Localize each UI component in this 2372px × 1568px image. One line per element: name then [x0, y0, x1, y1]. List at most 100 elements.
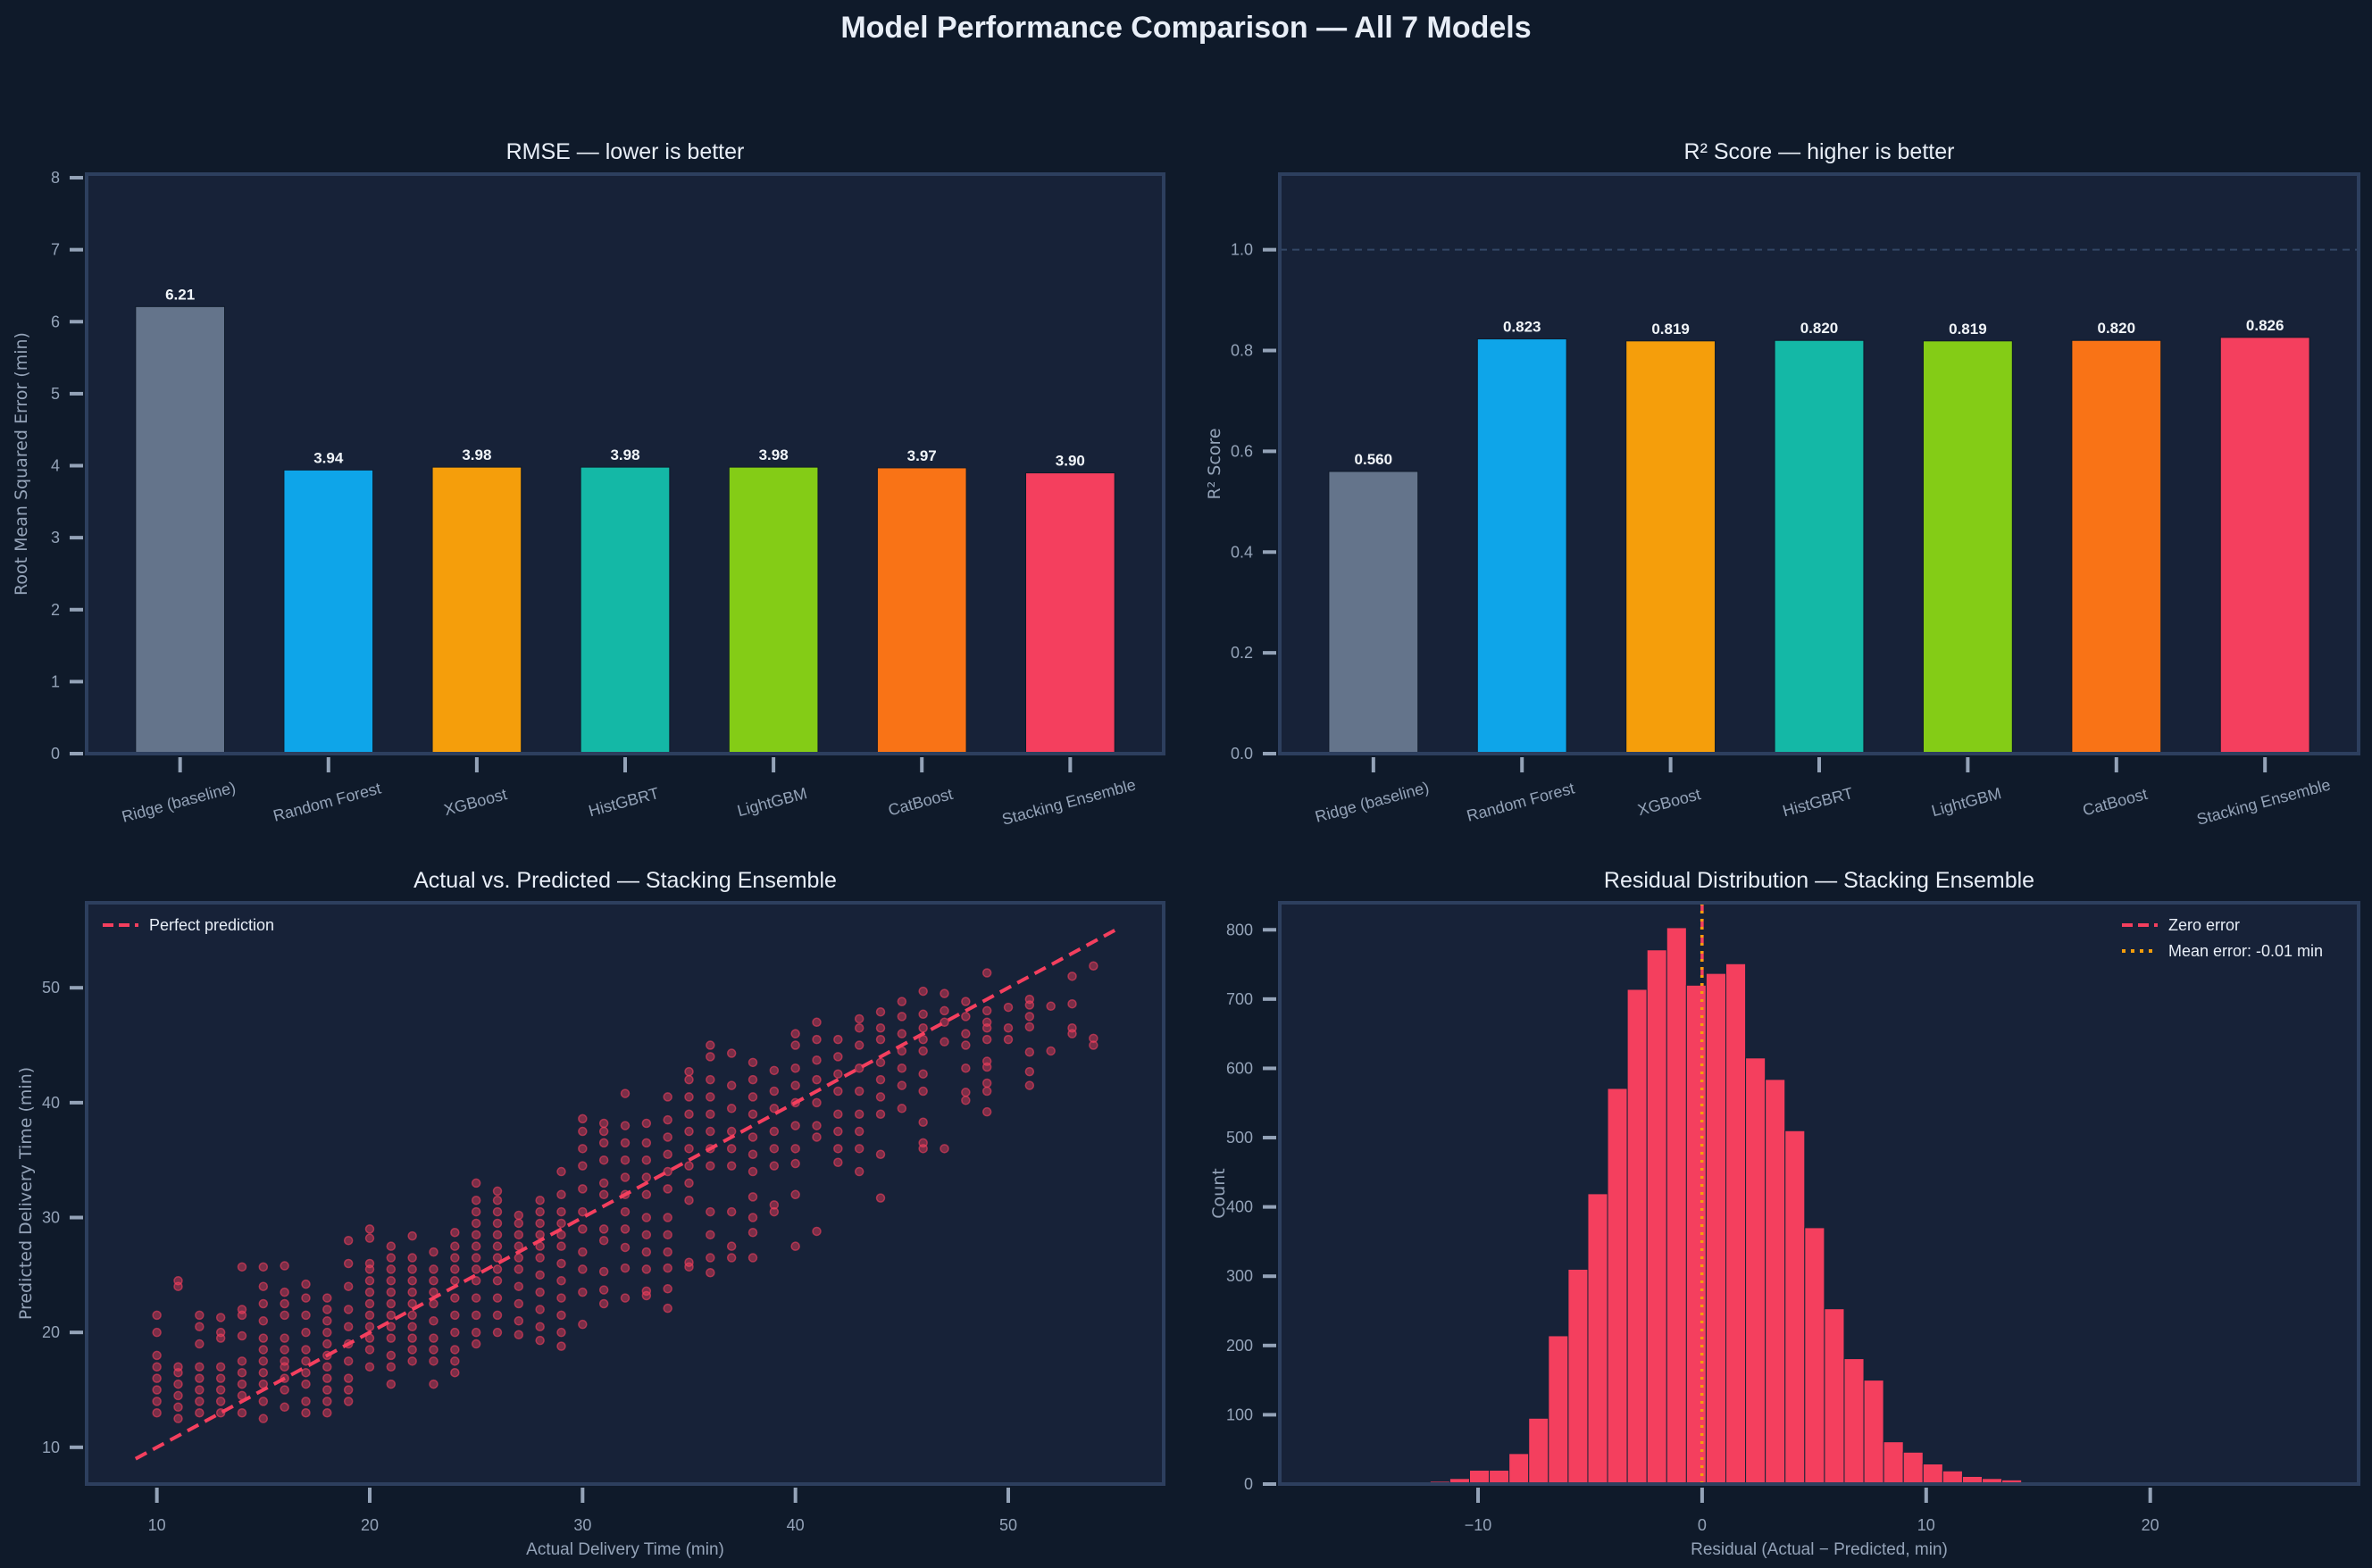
- scatter-point: [684, 1161, 694, 1171]
- x-tick-label: Stacking Ensemble: [2195, 776, 2333, 829]
- x-tick-label: 10: [148, 1516, 166, 1534]
- scatter-point: [812, 1121, 822, 1130]
- x-tick-label: 20: [361, 1516, 379, 1534]
- scatter-point: [578, 1247, 588, 1257]
- scatter-point: [556, 1218, 566, 1229]
- scatter-point: [897, 1012, 907, 1022]
- scatter-point: [322, 1305, 332, 1314]
- scatter-point: [322, 1385, 332, 1395]
- scatter-point: [578, 1161, 588, 1171]
- scatter-point: [429, 1356, 438, 1366]
- scatter-point: [280, 1298, 289, 1309]
- scatter-point: [897, 1080, 907, 1090]
- y-tick-label: 0.8: [1231, 342, 1253, 360]
- y-tick-label: 100: [1226, 1405, 1253, 1423]
- y-axis-label: Root Mean Squared Error (min): [12, 332, 31, 596]
- scatter-point: [748, 1227, 758, 1238]
- scatter-point: [492, 1264, 503, 1274]
- x-tick-label: LightGBM: [1930, 784, 2003, 820]
- scatter-point: [301, 1367, 311, 1378]
- scatter-point: [535, 1322, 545, 1331]
- scatter-point: [450, 1253, 460, 1263]
- scatter-point: [407, 1253, 417, 1263]
- scatter-point: [556, 1310, 566, 1321]
- scatter-point: [535, 1206, 545, 1217]
- scatter-point: [875, 1149, 886, 1160]
- scatter-point: [684, 1066, 694, 1077]
- axes-spines: [1278, 172, 2360, 755]
- scatter-point: [471, 1276, 481, 1286]
- axes-spines: [1278, 901, 2360, 1486]
- scatter-point: [598, 1266, 609, 1277]
- x-tick-label: Random Forest: [271, 779, 383, 824]
- y-tick-label: 7: [51, 241, 60, 259]
- scatter-point: [726, 1253, 737, 1263]
- scatter-point: [195, 1310, 205, 1321]
- x-tick-label: Ridge (baseline): [1313, 779, 1431, 826]
- scatter-point: [514, 1316, 524, 1326]
- histogram-bar: [1646, 949, 1667, 1485]
- y-tick-label: 10: [42, 1439, 60, 1456]
- x-tick-label: 0: [1698, 1516, 1707, 1534]
- scatter-point: [748, 1109, 758, 1119]
- scatter-point: [1024, 1066, 1035, 1077]
- bar-value-label: 0.820: [2098, 320, 2136, 337]
- scatter-point: [578, 1184, 588, 1194]
- bar-value-label: 3.98: [759, 446, 789, 463]
- x-tick-label: 20: [2142, 1516, 2159, 1534]
- legend-label: Perfect prediction: [149, 916, 274, 934]
- y-tick-label: 700: [1226, 990, 1253, 1008]
- histogram-bar: [1489, 1469, 1510, 1485]
- scatter-point: [535, 1253, 545, 1263]
- scatter-point: [152, 1385, 162, 1395]
- scatter-point: [663, 1284, 672, 1294]
- scatter-point: [450, 1293, 460, 1303]
- bar-value-label: 6.21: [165, 286, 195, 303]
- scatter-point: [981, 1034, 992, 1045]
- histogram-bar: [1607, 1088, 1628, 1485]
- scatter-point: [429, 1247, 438, 1257]
- scatter-point: [343, 1373, 354, 1383]
- scatter-point: [280, 1261, 289, 1271]
- scatter-point: [1024, 994, 1035, 1005]
- scatter-point: [641, 1155, 652, 1165]
- scatter-point: [258, 1345, 269, 1355]
- scatter-point: [875, 1006, 886, 1017]
- scatter-point: [620, 1224, 631, 1234]
- histogram-bar: [1705, 972, 1727, 1485]
- scatter-point: [833, 1069, 843, 1079]
- bar: [2071, 339, 2162, 755]
- scatter-point: [195, 1397, 205, 1406]
- y-tick-label: 600: [1226, 1059, 1253, 1077]
- scatter-point: [748, 1253, 758, 1263]
- y-tick-label: 20: [42, 1323, 60, 1341]
- scatter-point: [706, 1253, 715, 1263]
- scatter-point: [961, 1029, 971, 1038]
- scatter-point: [237, 1407, 247, 1418]
- scatter-point: [875, 1092, 886, 1102]
- scatter-point: [726, 1126, 737, 1137]
- scatter-point: [556, 1276, 566, 1286]
- scatter-point: [1089, 1033, 1098, 1044]
- y-tick-label: 300: [1226, 1267, 1253, 1285]
- bar-value-label: 3.97: [907, 447, 937, 464]
- histogram-bar: [1843, 1358, 1865, 1485]
- histogram-bar: [1528, 1417, 1549, 1485]
- scatter-point: [195, 1339, 205, 1349]
- scatter-point: [386, 1310, 397, 1321]
- scatter-point: [386, 1333, 397, 1343]
- scatter-point: [450, 1356, 460, 1366]
- scatter-point: [471, 1293, 481, 1303]
- scatter-point: [343, 1305, 354, 1314]
- histogram-bar: [1765, 1079, 1786, 1485]
- scatter-point: [280, 1310, 289, 1321]
- scatter-point: [875, 1074, 886, 1085]
- scatter-point: [258, 1397, 269, 1406]
- scatter-point: [386, 1241, 397, 1251]
- scatter-point: [407, 1310, 417, 1321]
- scatter-point: [854, 1013, 864, 1024]
- scatter-point: [598, 1189, 609, 1200]
- scatter-point: [663, 1247, 672, 1257]
- scatter-point: [471, 1310, 481, 1321]
- scatter-point: [598, 1285, 609, 1295]
